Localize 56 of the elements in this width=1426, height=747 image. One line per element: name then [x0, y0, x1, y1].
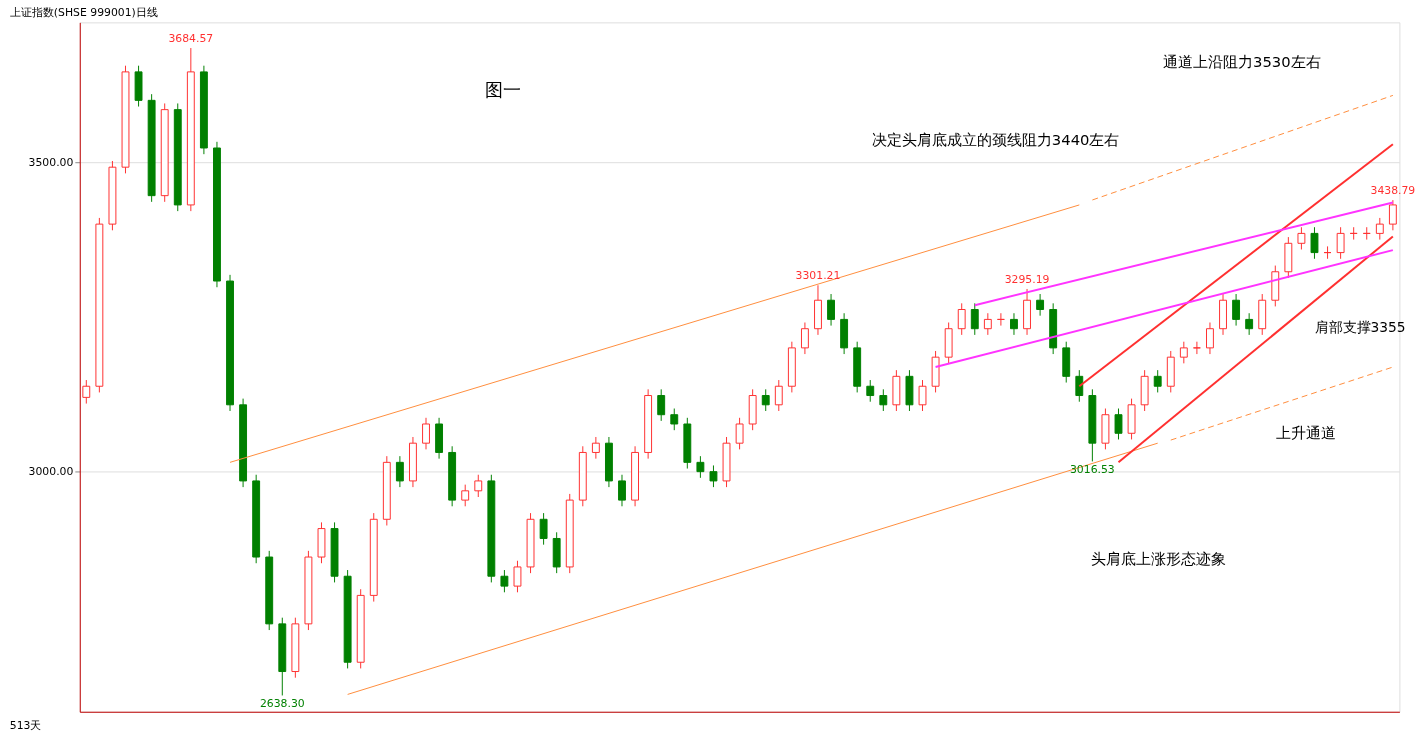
candlestick	[1192, 341, 1201, 355]
candlestick	[513, 560, 522, 593]
text: 513天	[9, 719, 42, 733]
candlestick	[1075, 369, 1084, 403]
candlestick	[879, 388, 888, 412]
candlestick	[983, 312, 992, 336]
candlestick	[1206, 322, 1214, 355]
candlestick	[761, 388, 770, 412]
candlestick	[1375, 217, 1384, 241]
candlestick	[500, 569, 509, 593]
candlestick	[670, 408, 679, 431]
candlestick	[1232, 293, 1241, 327]
candlestick	[1245, 312, 1254, 336]
candlestick	[1388, 199, 1397, 231]
y-tick-label: 3500.00	[28, 155, 74, 169]
annotation: 图一	[485, 80, 522, 101]
candlestick	[618, 474, 626, 507]
candlestick	[657, 388, 666, 422]
annotation: 3295.19	[1004, 273, 1050, 287]
candlestick	[866, 379, 875, 403]
annotation: 头肩底上涨形态迹象	[1090, 550, 1226, 568]
candlestick	[970, 302, 979, 336]
annotation: 3684.57	[168, 32, 214, 46]
candlestick	[539, 512, 548, 546]
candlestick	[422, 417, 430, 450]
candlestick	[1153, 369, 1162, 393]
y-tick-label: 3000.00	[28, 465, 74, 479]
annotation: 肩部支撑3355	[1314, 318, 1406, 335]
candlestick	[709, 464, 718, 488]
candlestick	[800, 322, 809, 355]
annotation: 3301.21	[795, 269, 841, 283]
candlestick	[474, 474, 483, 498]
annotation: 决定头肩底成立的颈线阻力3440左右	[871, 131, 1120, 149]
candlestick	[395, 455, 404, 488]
annotation: 3016.53	[1069, 463, 1115, 477]
candlestick	[1036, 293, 1045, 317]
candlestick	[957, 302, 966, 336]
candlestick	[591, 436, 600, 460]
candlestick	[1179, 341, 1188, 364]
candlestick	[1336, 226, 1345, 260]
annotation: 3438.79	[1370, 184, 1416, 198]
candlestick	[827, 293, 835, 327]
candlestick	[696, 455, 705, 479]
candlestick	[461, 484, 470, 507]
candlestick	[1297, 226, 1306, 250]
candlestick	[735, 417, 744, 450]
candlestick	[1114, 408, 1123, 440]
candlestick	[1010, 312, 1018, 336]
annotation: 上升通道	[1275, 423, 1336, 441]
annotation: 2638.30	[259, 697, 305, 711]
candlestick	[1310, 226, 1319, 260]
candlestick	[918, 379, 927, 412]
annotation: 通道上沿阻力3530左右	[1163, 52, 1321, 70]
candlestick	[82, 379, 91, 405]
chart-title: 上证指数(SHSE 999001)日线	[9, 6, 158, 20]
candlestick	[774, 379, 783, 412]
